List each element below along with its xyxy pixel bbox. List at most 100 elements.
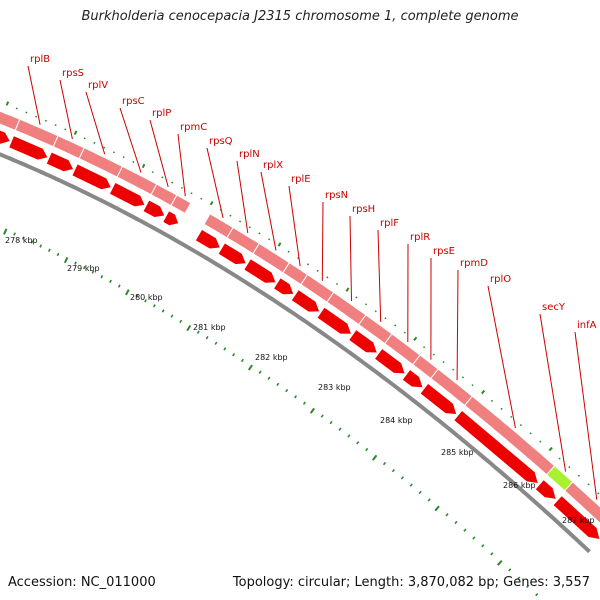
- gene-label-rplE[interactable]: rplE: [291, 174, 311, 185]
- outer-tick: [316, 269, 319, 272]
- outer-tick: [500, 407, 503, 411]
- leader-line-rplV: [85, 91, 106, 155]
- outer-tick: [481, 389, 486, 395]
- outer-tick: [258, 232, 261, 235]
- gene-bar-rpsS[interactable]: [52, 135, 85, 160]
- scale-label: 284 kbp: [380, 416, 413, 425]
- outer-tick: [529, 432, 532, 435]
- outer-tick: [326, 276, 329, 279]
- gene-label-rpmC[interactable]: rpmC: [180, 122, 207, 133]
- leader-line-rpmD: [456, 269, 459, 381]
- cds-arrow-rplX[interactable]: [244, 259, 276, 283]
- scale-tick: [100, 275, 104, 279]
- gene-label-rplN[interactable]: rplN: [239, 149, 260, 160]
- gene-label-secY[interactable]: secY: [542, 302, 566, 313]
- outer-tick: [248, 226, 251, 229]
- scale-tick: [144, 299, 147, 303]
- scale-label: 282 kbp: [255, 353, 288, 362]
- leader-line-rpsN: [321, 201, 324, 281]
- gene-label-rplO[interactable]: rplO: [490, 274, 511, 285]
- scale-label-layer: 278 kbp 279 kbp 280 kbp 281 kbp 282 kbp 283 k…: [5, 236, 595, 525]
- gene-label-rplF[interactable]: rplF: [380, 218, 399, 229]
- backbone-line: [0, 152, 591, 554]
- outer-tick: [548, 446, 553, 452]
- scale-tick: [3, 228, 8, 235]
- gene-bar-infA[interactable]: [563, 481, 600, 531]
- scale-tick: [109, 279, 112, 284]
- outer-tick: [200, 197, 203, 200]
- cds-arrow-rpsS[interactable]: [46, 152, 73, 172]
- cds-arrow-rplP[interactable]: [143, 200, 165, 217]
- scale-tick: [517, 576, 521, 580]
- scale-tick: [347, 434, 351, 438]
- gene-label-rpsS[interactable]: rpsS: [62, 68, 84, 79]
- cds-arrow-infA[interactable]: [553, 496, 600, 539]
- cds-arrow-rpsQ[interactable]: [195, 230, 220, 249]
- cds-arrow-rpmD[interactable]: [420, 384, 457, 414]
- gene-label-rpmD[interactable]: rpmD: [460, 258, 488, 269]
- scale-label: 281 kbp: [193, 323, 226, 332]
- gene-label-rpsH[interactable]: rpsH: [352, 204, 375, 215]
- gene-label-rpsN[interactable]: rpsN: [325, 190, 348, 201]
- gene-label-infA[interactable]: infA: [577, 320, 597, 331]
- outer-tick: [374, 310, 377, 313]
- gene-label-rplP[interactable]: rplP: [152, 108, 171, 119]
- cds-arrow-rpmC[interactable]: [163, 211, 179, 226]
- gene-label-rplB[interactable]: rplB: [30, 54, 50, 65]
- scale-tick: [258, 370, 262, 374]
- scale-tick: [117, 284, 121, 288]
- scale-tick: [285, 388, 289, 393]
- outer-tick: [103, 146, 106, 149]
- gene-label-rplR[interactable]: rplR: [410, 232, 430, 243]
- scale-tick: [409, 483, 413, 487]
- outer-tick: [384, 317, 387, 320]
- scale-tick: [382, 461, 387, 466]
- leader-line-rpmC: [177, 133, 186, 197]
- cds-arrow-rpsE[interactable]: [402, 370, 423, 388]
- cds-arrow-rplN[interactable]: [218, 243, 246, 265]
- outer-tick: [35, 115, 38, 118]
- gene-label-rpsQ[interactable]: rpsQ: [209, 136, 233, 147]
- cds-arrow-secY[interactable]: [535, 480, 556, 499]
- leader-line-layer: [27, 65, 598, 500]
- scale-label: 285 kbp: [441, 448, 474, 457]
- gene-label-rpsE[interactable]: rpsE: [433, 246, 455, 257]
- outer-tick: [335, 282, 339, 286]
- outer-tick: [539, 440, 542, 443]
- scale-label: 283 kbp: [318, 383, 351, 392]
- cds-arrow-rpsN[interactable]: [291, 290, 320, 312]
- cds-arrow-rplE[interactable]: [274, 278, 294, 295]
- cds-arrow-rplB[interactable]: [9, 136, 48, 160]
- scale-tick: [186, 324, 192, 332]
- scale-tick: [445, 513, 449, 517]
- backbone-layer: [0, 152, 591, 554]
- leader-line-secY: [539, 313, 567, 472]
- outer-tick: [413, 336, 418, 342]
- outer-tick: [423, 346, 426, 349]
- scale-tick: [400, 476, 404, 480]
- outer-tick: [5, 101, 10, 106]
- cds-arrow-rplF[interactable]: [349, 330, 377, 353]
- gene-label-rpsC[interactable]: rpsC: [122, 96, 145, 107]
- scale-tick: [125, 289, 130, 296]
- outer-tick: [306, 263, 310, 266]
- outer-tick: [132, 161, 135, 164]
- cds-arrow-rplR[interactable]: [375, 349, 405, 374]
- scale-tick: [508, 568, 512, 572]
- gene-label-rplV[interactable]: rplV: [88, 80, 108, 91]
- scale-tick: [47, 248, 51, 252]
- scale-tick: [526, 584, 530, 588]
- gene-bar-rpmC[interactable]: [170, 194, 192, 215]
- cds-arrow-partial[interactable]: [0, 126, 10, 144]
- cds-arrow-rpsC[interactable]: [110, 183, 145, 207]
- gene-label-rplX[interactable]: rplX: [263, 160, 283, 171]
- scale-tick: [365, 447, 369, 452]
- scale-tick: [294, 395, 298, 399]
- outer-tick: [15, 107, 18, 110]
- cds-arrow-rpsH[interactable]: [317, 307, 351, 334]
- outer-tick: [151, 171, 154, 174]
- leader-line-rplF: [377, 229, 382, 322]
- cds-arrow-rplO[interactable]: [454, 411, 538, 483]
- cds-arrow-rplV[interactable]: [72, 164, 111, 190]
